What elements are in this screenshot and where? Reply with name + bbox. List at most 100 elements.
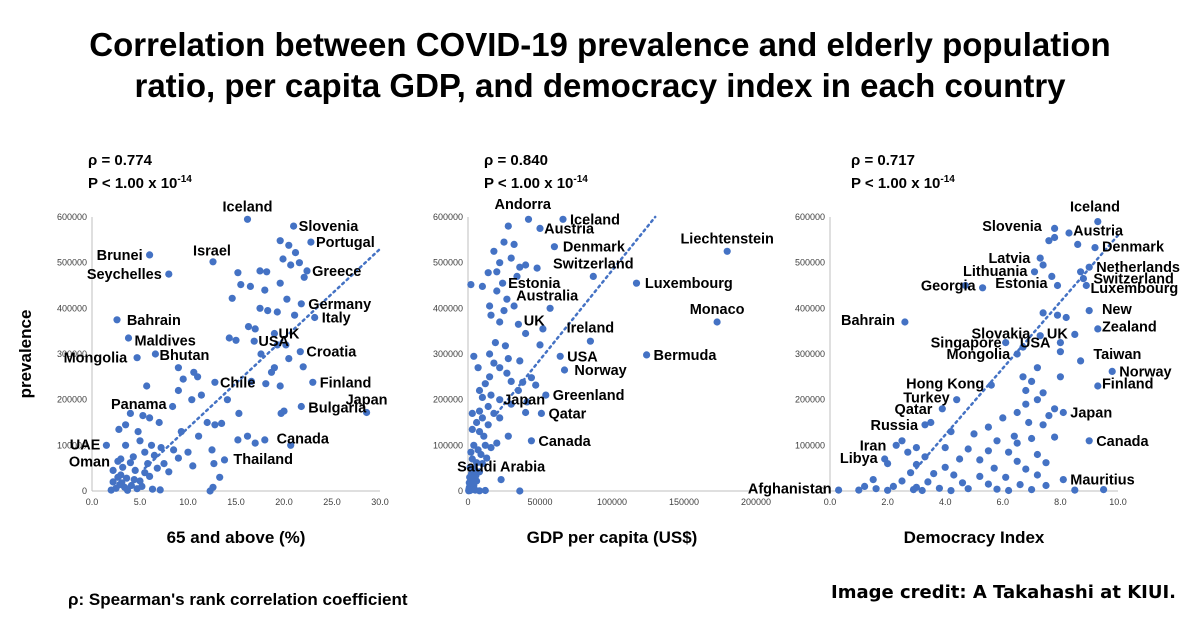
data-point — [151, 350, 159, 358]
country-label: Croatia — [306, 345, 357, 361]
y-tick-label: 0 — [82, 486, 87, 496]
data-point — [993, 437, 1001, 445]
data-point — [927, 418, 935, 427]
data-point — [496, 364, 504, 372]
y-tick-label: 100000 — [795, 440, 825, 450]
data-point — [287, 261, 295, 269]
p-value: P < 1.00 x 10-14 — [851, 174, 955, 192]
rho-value: ρ = 0.774 — [88, 152, 153, 169]
country-label: UAE — [70, 437, 101, 453]
country-label: Estonia — [508, 276, 561, 292]
y-tick-label: 0 — [820, 486, 825, 496]
data-point — [197, 391, 205, 399]
data-point — [234, 436, 242, 444]
data-point — [522, 261, 530, 269]
x-tick-label: 100000 — [597, 497, 627, 507]
country-label: Japan — [503, 392, 545, 408]
data-point — [109, 466, 117, 474]
data-point — [478, 414, 486, 422]
data-point — [263, 268, 271, 276]
y-tick-label: 400000 — [433, 303, 463, 313]
data-point — [297, 402, 305, 411]
data-point — [143, 382, 151, 390]
data-point — [297, 300, 305, 308]
data-point — [523, 398, 531, 406]
country-label: Portugal — [316, 235, 375, 251]
data-point — [223, 396, 231, 404]
data-point — [1074, 240, 1082, 248]
data-point — [497, 476, 505, 484]
country-label: Switzerland — [553, 256, 634, 272]
data-point — [993, 485, 1001, 493]
data-point — [1045, 412, 1053, 420]
data-point — [483, 454, 491, 462]
data-point — [723, 247, 731, 255]
data-point — [884, 486, 892, 494]
data-point — [1059, 476, 1067, 484]
data-point — [225, 334, 233, 342]
country-label: USA — [1020, 336, 1051, 352]
data-point — [228, 294, 236, 302]
data-point — [123, 486, 132, 494]
data-point — [1094, 218, 1102, 226]
data-point — [475, 487, 484, 495]
data-point — [507, 254, 515, 262]
data-point — [123, 474, 131, 482]
data-point — [127, 481, 135, 490]
country-label: UK — [279, 326, 300, 342]
data-point — [232, 336, 240, 344]
data-point — [114, 473, 122, 481]
data-point — [484, 269, 492, 277]
data-point — [907, 469, 915, 477]
data-point — [889, 482, 898, 490]
country-label: Libya — [840, 451, 879, 467]
data-point — [256, 267, 264, 275]
x-tick-label: 25.0 — [323, 497, 341, 507]
data-point — [203, 418, 211, 427]
data-point — [1056, 373, 1064, 381]
data-point — [475, 407, 484, 415]
data-point — [524, 215, 533, 223]
data-point — [527, 374, 536, 382]
country-label: Georgia — [921, 279, 977, 295]
data-point — [1016, 481, 1024, 489]
data-point — [1022, 400, 1030, 408]
data-point — [938, 405, 946, 413]
data-point — [504, 222, 512, 230]
y-tick-label: 500000 — [433, 258, 463, 268]
country-label: Iran — [860, 438, 887, 454]
data-point — [216, 473, 224, 481]
data-point — [296, 348, 304, 356]
data-point — [855, 486, 863, 494]
y-tick-label: 300000 — [57, 349, 87, 359]
data-point — [276, 279, 284, 287]
data-point — [872, 485, 880, 493]
country-label: Mongolia — [64, 351, 129, 367]
data-point — [510, 240, 518, 248]
data-point — [953, 396, 961, 404]
country-label: Chile — [220, 375, 255, 391]
country-label: Luxembourg — [645, 276, 733, 292]
data-point — [189, 462, 197, 470]
data-point — [898, 477, 906, 485]
country-label: Iceland — [223, 199, 273, 215]
data-point — [1039, 309, 1047, 317]
data-point — [1042, 459, 1050, 467]
data-point — [311, 313, 319, 322]
country-label: USA — [567, 349, 598, 365]
y-tick-label: 100000 — [57, 440, 87, 450]
data-point — [1091, 244, 1099, 252]
data-point — [976, 456, 984, 464]
data-point — [235, 409, 243, 417]
data-point — [912, 444, 921, 452]
data-point — [470, 441, 478, 449]
data-point — [532, 381, 540, 389]
data-point — [1002, 473, 1010, 481]
data-point — [261, 436, 269, 444]
data-point — [160, 460, 168, 468]
data-point — [1100, 486, 1108, 494]
data-point — [1036, 254, 1044, 262]
data-point — [468, 425, 476, 433]
data-point — [264, 307, 272, 315]
data-point — [536, 224, 544, 232]
